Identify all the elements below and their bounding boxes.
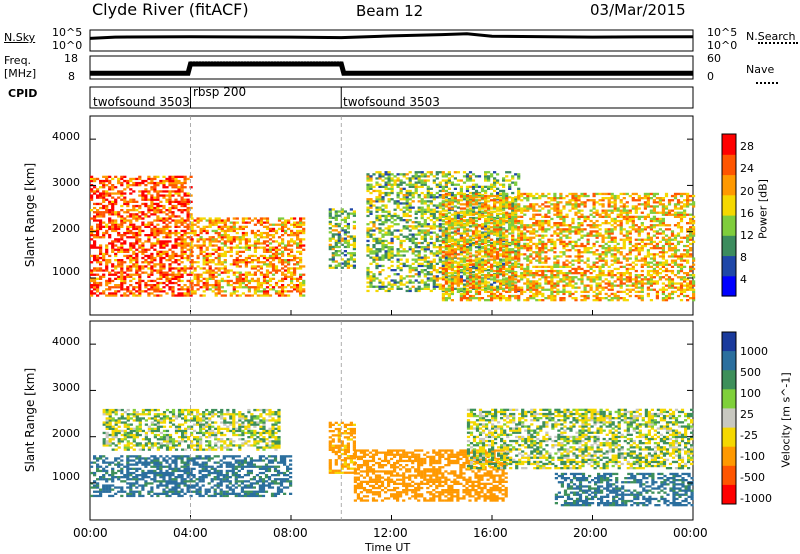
nave-tick-bottom: 0 [707,70,714,83]
velocity-cbar-tick-500: 500 [740,366,761,379]
power-colorbar-swatch [722,215,736,236]
xtick-0: 00:00 [73,526,108,540]
nsky-panel-frame [89,29,694,52]
power-ytick-4000: 4000 [52,130,80,143]
power-region [90,175,193,297]
velocity-cbar-tick-m25: -25 [740,429,758,442]
velocity-cbar-title: Velocity [m s^-1] [779,372,793,468]
nsky-tick-bottom: 10^0 [52,39,83,52]
freq-panel-frame [89,55,694,80]
velocity-heatmap [90,408,694,507]
velocity-colorbar-swatch [722,389,736,409]
freq-tick-top: 18 [64,52,78,65]
power-colorbar-swatch [722,235,736,257]
velocity-cbar-tick-m100: -100 [740,450,765,463]
velocity-cbar-tick-m1000: -1000 [740,492,772,505]
cpid-label: CPID [8,87,38,100]
velocity-ytick-4000: 4000 [52,335,80,348]
date-title: 03/Mar/2015 [590,1,686,19]
velocity-region [90,455,293,498]
velocity-region [554,472,694,507]
power-cbar-tick-20: 20 [740,185,754,198]
velocity-cbar-tick-100: 100 [740,387,761,400]
velocity-colorbar-swatch [722,465,736,486]
power-cbar-tick-8: 8 [740,251,747,264]
nsearch-legend-dots [758,42,798,44]
power-colorbar-swatch [722,154,736,176]
power-colorbar-swatch [722,194,736,216]
power-colorbar-swatch [722,174,736,196]
power-cbar-tick-4: 4 [740,273,747,286]
cpid-segment-0: twofsound 3503 [93,95,190,109]
cpid-panel-frame [89,86,694,109]
velocity-colorbar-swatch [722,484,736,505]
nsearch-axis-label: N.Search [746,30,796,43]
xtick-1: 04:00 [173,526,208,540]
power-colorbar-swatch [722,275,736,297]
velocity-colorbar-swatch [722,370,736,390]
xtick-5: 20:00 [573,526,608,540]
freq-axis-label: Freq. [MHz] [4,54,37,80]
cpid-segment-1: rbsp 200 [193,85,247,99]
nave-axis-label: Nave [746,63,775,76]
power-ytick-3000: 3000 [52,176,80,189]
power-region [441,192,696,302]
velocity-cbar-tick-25: 25 [740,408,754,421]
power-ylabel: Slant Range [km] [23,162,37,268]
freq-tick-bottom: 8 [68,70,75,83]
velocity-colorbar-swatch [722,351,736,371]
axes [89,116,694,520]
velocity-ytick-1000: 1000 [52,470,80,483]
beam-title: Beam 12 [356,2,424,20]
power-region [190,217,306,297]
velocity-colorbar-swatch [722,446,736,467]
freq-series [90,61,693,76]
velocity-cbar-tick-1000: 1000 [740,345,768,358]
velocity-ytick-2000: 2000 [52,427,80,440]
power-region [328,208,356,269]
nave-tick-top: 60 [707,52,721,65]
xtick-6: 00:00 [673,526,708,540]
xtick-2: 08:00 [273,526,308,540]
nsky-axis-label: N.Sky [4,31,36,44]
power-colorbar [721,133,737,297]
cpid-segment-2: twofsound 3503 [343,95,440,109]
velocity-ylabel: Slant Range [km] [23,367,37,473]
velocity-region [353,449,508,502]
velocity-colorbar-swatch [722,408,736,428]
power-cbar-tick-12: 12 [740,229,754,242]
power-colorbar-swatch [722,134,736,155]
nsky-line [89,32,694,40]
station-title: Clyde River (fitACF) [92,0,249,19]
velocity-region [466,408,694,470]
velocity-colorbar [721,331,737,505]
velocity-colorbar-swatch [722,332,736,352]
power-colorbar-frame [721,133,737,297]
power-ytick-1000: 1000 [52,265,80,278]
velocity-cbar-tick-m500: -500 [740,471,765,484]
power-ytick-2000: 2000 [52,222,80,235]
velocity-ytick-3000: 3000 [52,381,80,394]
freq-line [90,61,693,76]
xtick-3: 12:00 [373,526,408,540]
power-heatmap [90,171,696,302]
power-cbar-tick-24: 24 [740,162,754,175]
power-cbar-title: Power [dB] [756,179,770,239]
xlabel: Time UT [365,541,411,554]
nsky-tick-top: 10^5 [52,26,83,39]
velocity-region [102,408,281,451]
nsky-series [89,32,694,40]
power-colorbar-swatch [722,255,736,277]
velocity-colorbar-frame [721,331,737,505]
power-cbar-tick-16: 16 [740,207,754,220]
nsearch-tick-top: 10^5 [707,26,738,39]
nsearch-tick-bottom: 10^0 [707,39,738,52]
nave-legend-dots [756,82,778,84]
velocity-colorbar-swatch [722,427,736,448]
power-cbar-tick-28: 28 [740,140,754,153]
xtick-4: 16:00 [473,526,508,540]
cpid-segments [190,87,342,108]
